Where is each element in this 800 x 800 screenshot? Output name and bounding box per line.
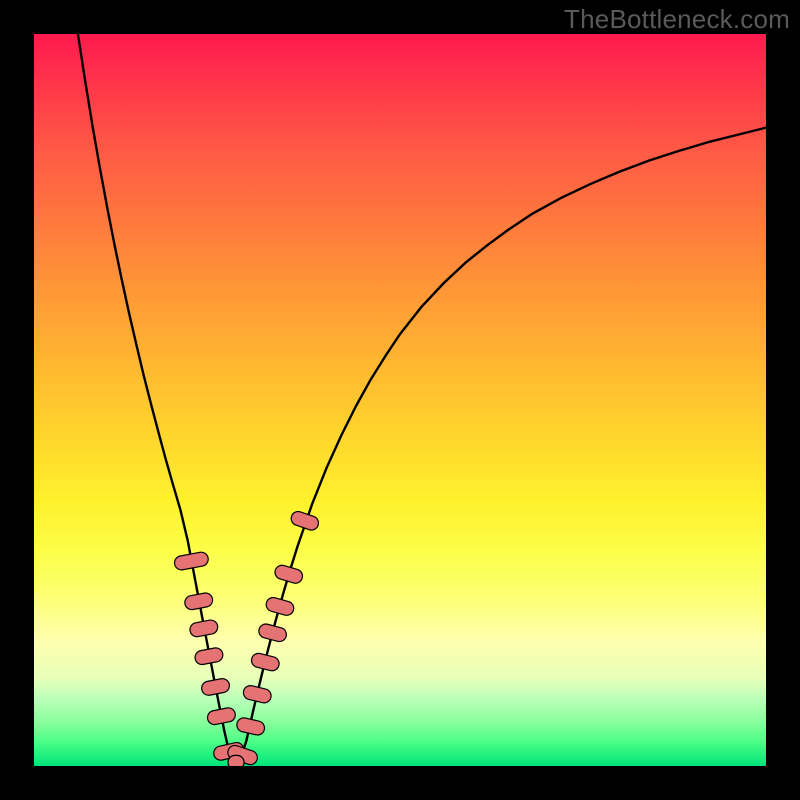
plot-area	[34, 34, 766, 766]
chart-svg	[34, 34, 766, 766]
data-markers	[173, 510, 320, 766]
watermark-text: TheBottleneck.com	[564, 4, 790, 35]
bottleneck-curve	[78, 34, 766, 763]
chart-container: TheBottleneck.com	[0, 0, 800, 800]
